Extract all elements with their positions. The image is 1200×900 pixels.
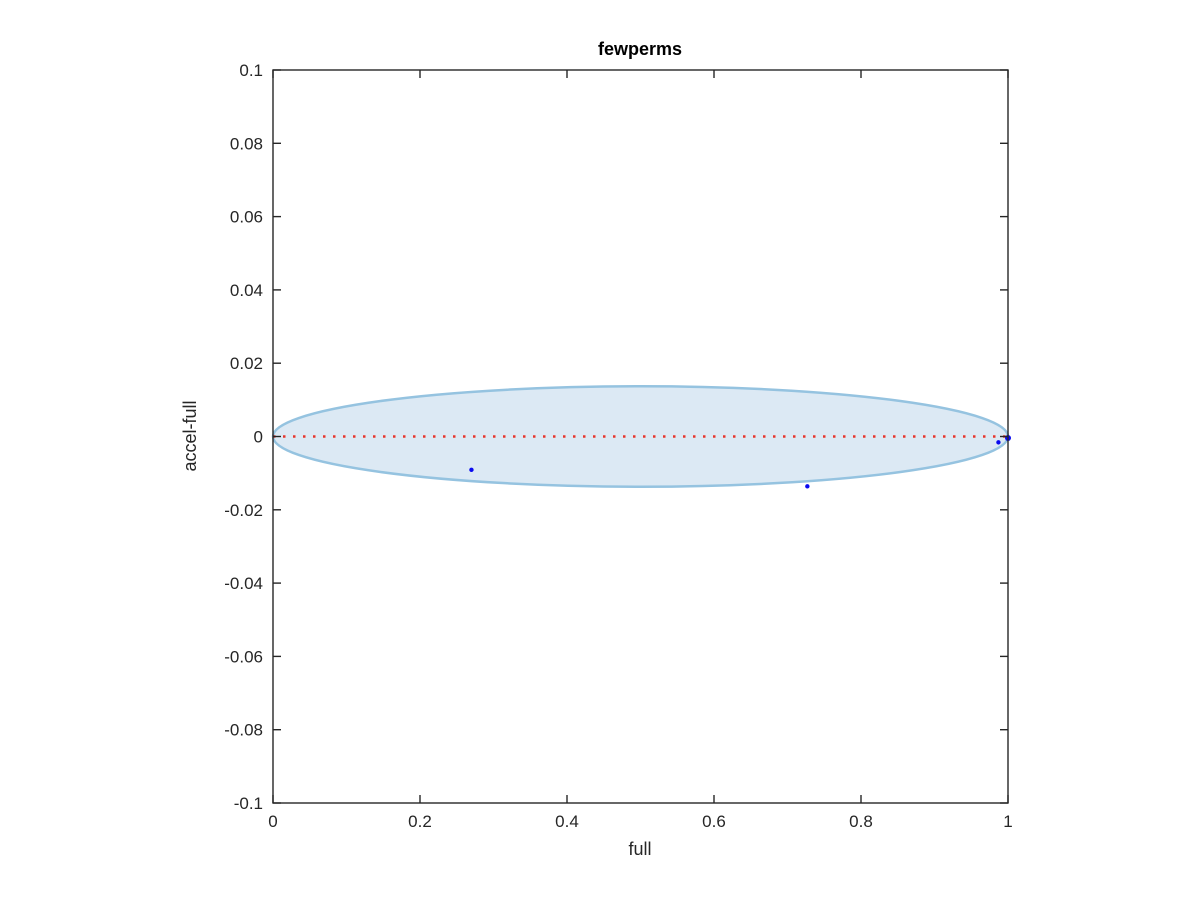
x-tick-label: 0.4 xyxy=(555,812,579,831)
axes-layer xyxy=(272,69,1009,804)
data-point xyxy=(805,484,810,489)
x-tick-label: 0.6 xyxy=(702,812,726,831)
y-tick-label: 0.02 xyxy=(230,354,263,373)
y-tick-label: 0 xyxy=(254,428,263,447)
y-tick-label: 0.06 xyxy=(230,208,263,227)
data-point xyxy=(996,440,1001,445)
x-tick-label: 0 xyxy=(268,812,277,831)
x-tick-label: 0.2 xyxy=(408,812,432,831)
plot-title: fewperms xyxy=(598,39,682,59)
x-axis-label: full xyxy=(628,839,651,859)
data-point xyxy=(469,467,474,473)
y-axis-label: accel-full xyxy=(180,400,200,471)
y-tick-label: 0.04 xyxy=(230,281,263,300)
y-tick-label: -0.02 xyxy=(224,501,263,520)
y-tick-label: -0.08 xyxy=(224,721,263,740)
y-tick-label: 0.08 xyxy=(230,134,263,153)
x-tick-label: 0.8 xyxy=(849,812,873,831)
shape-layer xyxy=(271,385,1011,489)
y-tick-label: -0.06 xyxy=(224,647,263,666)
y-tick-label: 0.1 xyxy=(239,61,263,80)
y-tick-label: -0.04 xyxy=(224,574,263,593)
y-tick-label: -0.1 xyxy=(234,794,263,813)
tick-label-layer: 0 0.2 0.4 0.6 0.8 1 0.1 0.08 0.06 0.04 0.02 0 -0.02 -… xyxy=(224,61,1012,831)
x-tick-label: 1 xyxy=(1003,812,1012,831)
